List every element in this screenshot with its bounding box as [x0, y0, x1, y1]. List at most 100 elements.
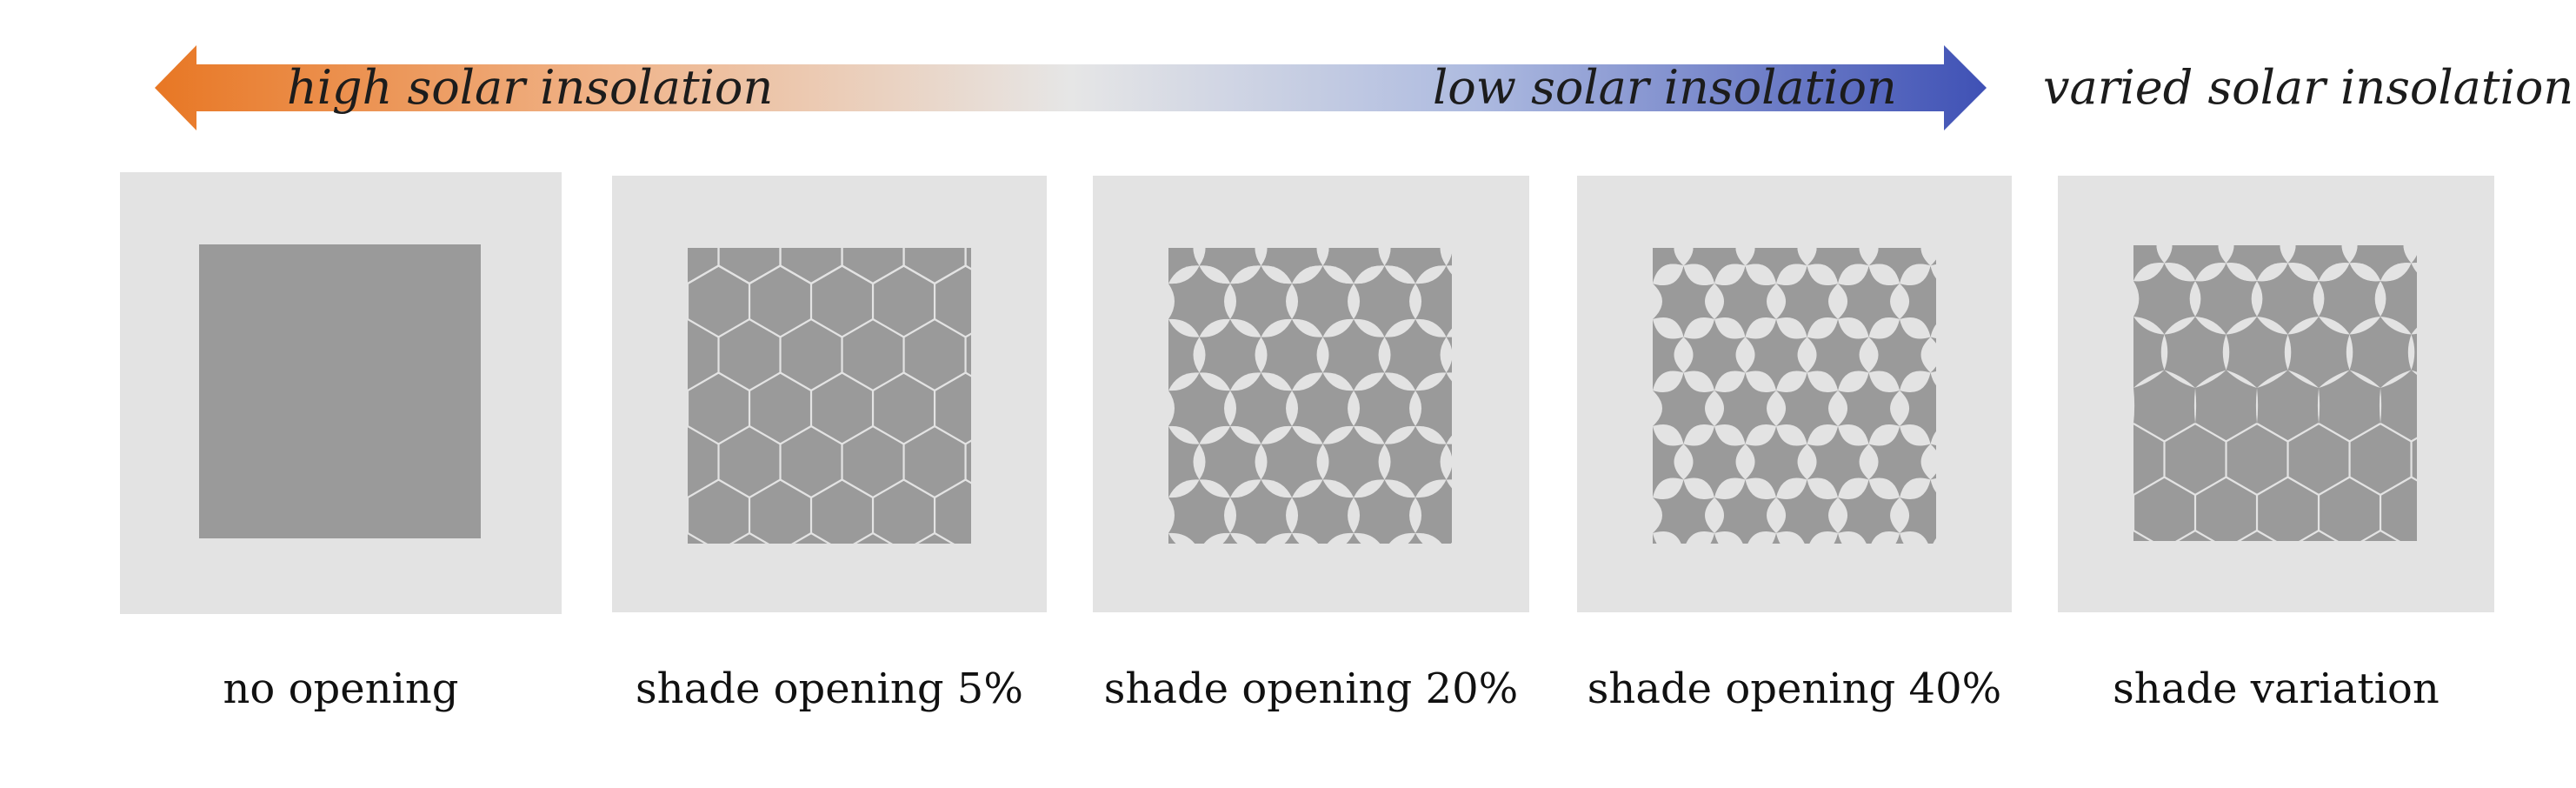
shade-slit — [688, 264, 720, 284]
graded-pattern — [2133, 245, 2417, 541]
shade-opening — [1920, 337, 1936, 373]
shade-slit — [2380, 530, 2401, 541]
shade-opening — [1776, 477, 1807, 500]
shade-slit — [749, 318, 782, 338]
shade-slit — [2163, 423, 2196, 443]
caption-no-opening: no opening — [223, 664, 459, 713]
shade-opening — [2287, 370, 2320, 388]
shade-opening — [1415, 425, 1447, 444]
shade-opening — [2193, 388, 2197, 424]
shade-opening — [1354, 318, 1385, 337]
shade-opening — [1838, 371, 1869, 393]
shade-opening — [1776, 264, 1807, 286]
shade-slit — [934, 318, 967, 338]
shade-opening — [1705, 284, 1725, 319]
shade-opening — [2189, 281, 2201, 317]
shade-opening — [2374, 281, 2386, 317]
shade-opening — [1230, 425, 1261, 444]
shade-opening — [1828, 284, 1848, 319]
shade-opening — [1767, 498, 1787, 533]
shade-opening — [2346, 334, 2353, 371]
shade-opening — [1653, 284, 1662, 319]
shade-opening — [2164, 263, 2196, 282]
lens-pattern-20 — [1168, 248, 1452, 544]
shade-opening — [1900, 317, 1931, 339]
shade-opening — [1261, 372, 1293, 391]
shade-slit — [915, 532, 935, 544]
shade-opening — [1168, 479, 1200, 498]
shade-opening — [1868, 424, 1900, 446]
shade-opening — [2133, 370, 2165, 388]
shade-opening — [1292, 372, 1323, 391]
shade-slit — [841, 318, 874, 338]
shade-opening — [2407, 334, 2415, 371]
shade-opening — [1168, 425, 1200, 444]
shade-slit — [853, 532, 874, 544]
lens-pattern-40 — [1653, 248, 1936, 544]
shade-opening — [2287, 263, 2320, 282]
shade-opening — [1322, 479, 1355, 498]
shade-opening — [1224, 498, 1237, 533]
shade-opening — [2380, 317, 2412, 335]
shade-opening — [1168, 498, 1175, 533]
shade-slit — [717, 371, 750, 391]
shade-opening — [2319, 370, 2350, 388]
shade-opening — [1354, 532, 1381, 544]
shade-opening — [2133, 281, 2140, 317]
shade-opening — [1714, 531, 1743, 544]
shade-opening — [1168, 532, 1195, 544]
shade-opening — [1859, 337, 1879, 373]
shade-opening — [1714, 424, 1746, 446]
shade-slit — [2225, 423, 2258, 443]
insolation-arrow-shape — [155, 45, 1987, 130]
shade-opening — [2164, 317, 2196, 335]
shade-opening — [1859, 444, 1879, 480]
shade-slit — [872, 318, 905, 338]
shade-slit — [688, 478, 720, 498]
shade-opening — [1446, 479, 1452, 489]
shade-slit — [2194, 530, 2215, 541]
shade-opening — [1767, 391, 1787, 426]
shade-opening — [1322, 265, 1355, 284]
caption-shade-opening-40: shade opening 40% — [1587, 664, 2002, 713]
shade-opening — [2195, 370, 2227, 388]
shade-opening — [1322, 425, 1355, 444]
shade-opening — [1828, 498, 1848, 533]
shade-opening — [1776, 317, 1807, 339]
shade-opening — [2226, 317, 2258, 335]
shade-opening — [1683, 424, 1715, 446]
shade-slit — [2133, 423, 2166, 443]
shade-slit — [2360, 530, 2381, 541]
shade-opening — [2164, 370, 2196, 388]
shade-slit — [2380, 423, 2413, 443]
shade-slit — [872, 425, 905, 445]
shade-opening — [1292, 425, 1323, 444]
shade-opening — [1868, 477, 1900, 500]
shade-opening — [1900, 264, 1931, 286]
shade-opening — [1797, 337, 1817, 373]
shade-opening — [1292, 479, 1323, 498]
shade-opening — [1446, 265, 1452, 275]
shade-opening — [2287, 317, 2320, 335]
shade-slit — [779, 318, 812, 338]
shade-opening — [2349, 370, 2381, 388]
shade-opening — [1674, 444, 1694, 480]
shade-opening — [1871, 531, 1900, 544]
shade-opening — [1384, 479, 1416, 498]
shade-slit — [779, 478, 812, 498]
shade-opening — [1745, 371, 1777, 393]
shade-opening — [1261, 318, 1293, 337]
shade-opening — [1230, 479, 1261, 498]
shade-opening — [1199, 425, 1231, 444]
panel-shade-variation — [2058, 176, 2494, 612]
shade-slit — [717, 264, 750, 284]
shade-slit — [841, 371, 874, 391]
shade-opening — [1745, 424, 1777, 446]
shade-slit — [965, 439, 971, 445]
shade-opening — [1261, 425, 1293, 444]
shade-slit — [902, 478, 935, 498]
shade-opening — [1890, 284, 1910, 319]
shade-slit — [934, 478, 967, 498]
shade-slit — [2318, 530, 2340, 541]
shade-opening — [1384, 265, 1416, 284]
